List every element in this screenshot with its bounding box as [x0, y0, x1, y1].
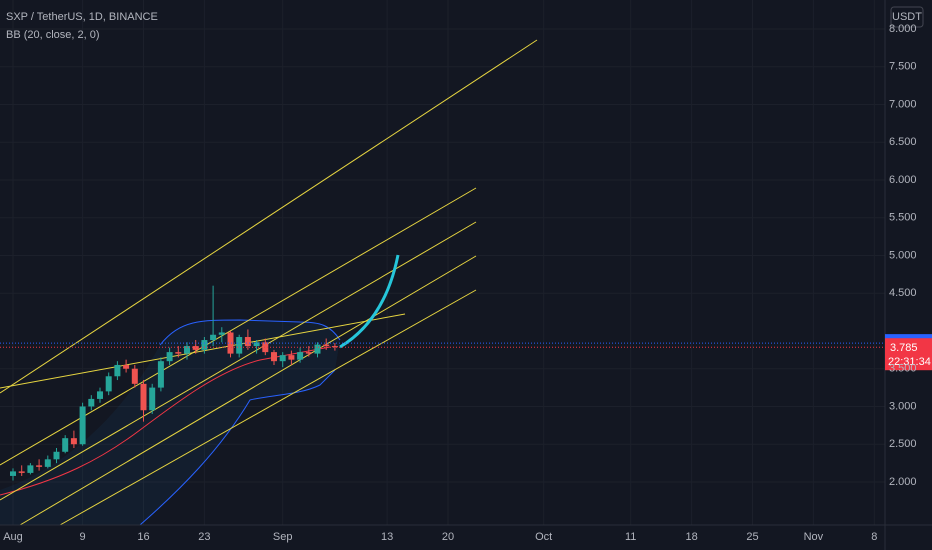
candle-body	[131, 368, 138, 384]
trend-line	[59, 289, 477, 526]
candle-body	[201, 340, 208, 350]
candle-body	[44, 459, 51, 467]
candles	[10, 285, 338, 481]
x-tick-label: 18	[685, 531, 697, 543]
candle-body	[88, 398, 95, 407]
currency[interactable]: USDT	[892, 11, 922, 23]
bb-lower	[139, 369, 336, 526]
indicator-label: BB (20, close, 2, 0)	[6, 29, 100, 41]
x-tick-label: 13	[381, 531, 393, 543]
candle-body	[18, 471, 25, 473]
y-tick-label: 4.500	[889, 287, 917, 299]
candle-body	[244, 337, 251, 347]
x-tick-label: 11	[625, 531, 636, 543]
y-tick-label: 2.500	[889, 438, 917, 450]
candle-body	[184, 346, 190, 354]
y-tick-label: 6.000	[889, 174, 917, 186]
y-tick-label: 7.500	[889, 61, 917, 73]
y-tick-label: 6.500	[889, 136, 917, 148]
bb-basis	[0, 346, 331, 496]
trend-line	[19, 255, 477, 526]
x-tick-label: 20	[442, 531, 454, 543]
x-tick-label: 23	[198, 531, 210, 543]
trend-line	[0, 313, 406, 389]
candle-body	[331, 346, 338, 348]
candle-body	[227, 332, 234, 354]
y-tick-label: 3.000	[889, 400, 917, 412]
candle-body	[323, 344, 330, 347]
last-price-box	[885, 338, 932, 371]
currency-box[interactable]	[890, 6, 924, 28]
candle-body	[79, 406, 86, 445]
projection-curve	[339, 254, 400, 349]
candle-body	[62, 438, 69, 452]
x-tick-label: 8	[871, 531, 877, 543]
x-tick-label: Sep	[273, 531, 293, 543]
trend-line	[0, 187, 477, 466]
candle-body	[279, 355, 286, 362]
candle-body	[10, 471, 16, 476]
candle-body	[114, 364, 121, 377]
y-tick-label: 8.000	[889, 23, 917, 35]
candle-body	[123, 364, 130, 369]
candle-body	[314, 344, 321, 354]
candle-body	[271, 352, 277, 362]
x-tick-label: Aug	[3, 531, 23, 543]
y-tick-label: 2.000	[889, 476, 917, 488]
x-tick-label: 16	[137, 531, 149, 543]
candle-body	[105, 376, 112, 392]
y-tick-label: 5.000	[889, 249, 917, 261]
y-tick-label: 3.500	[889, 363, 917, 375]
candle-body	[305, 352, 312, 354]
candle-body	[157, 361, 164, 388]
candle-body	[140, 383, 147, 411]
candle-body	[70, 438, 77, 445]
candle-body	[53, 451, 60, 460]
last-price-label: 3.785	[890, 342, 918, 354]
chart-title: SXP / TetherUS, 1D, BINANCE	[6, 11, 158, 23]
trend-line	[0, 221, 477, 501]
y-tick-label: 5.500	[889, 212, 917, 224]
y-tick-label: 7.000	[889, 98, 917, 110]
candle-body	[175, 352, 182, 354]
candle-body	[166, 352, 173, 362]
candle-body	[288, 355, 295, 360]
candle-body	[236, 337, 243, 354]
x-tick-label: Nov	[804, 531, 824, 543]
countdown-label: 22:31:34	[888, 356, 931, 368]
bb-fill	[0, 320, 340, 525]
candle-body	[218, 332, 225, 335]
candle-body	[149, 387, 156, 411]
candle-body	[297, 352, 304, 360]
grid	[0, 0, 885, 525]
candle-body	[210, 334, 217, 341]
candle-body	[97, 391, 103, 399]
trend-line	[0, 39, 538, 394]
candle-body	[253, 342, 260, 347]
x-tick-label: 25	[746, 531, 758, 543]
x-tick-label: Oct	[535, 531, 552, 543]
trend-lines	[0, 39, 538, 526]
candle-body	[27, 465, 34, 473]
candle-body	[262, 342, 269, 353]
x-tick-label: 9	[80, 531, 86, 543]
candle-body	[36, 465, 43, 467]
candle-body	[192, 346, 199, 350]
